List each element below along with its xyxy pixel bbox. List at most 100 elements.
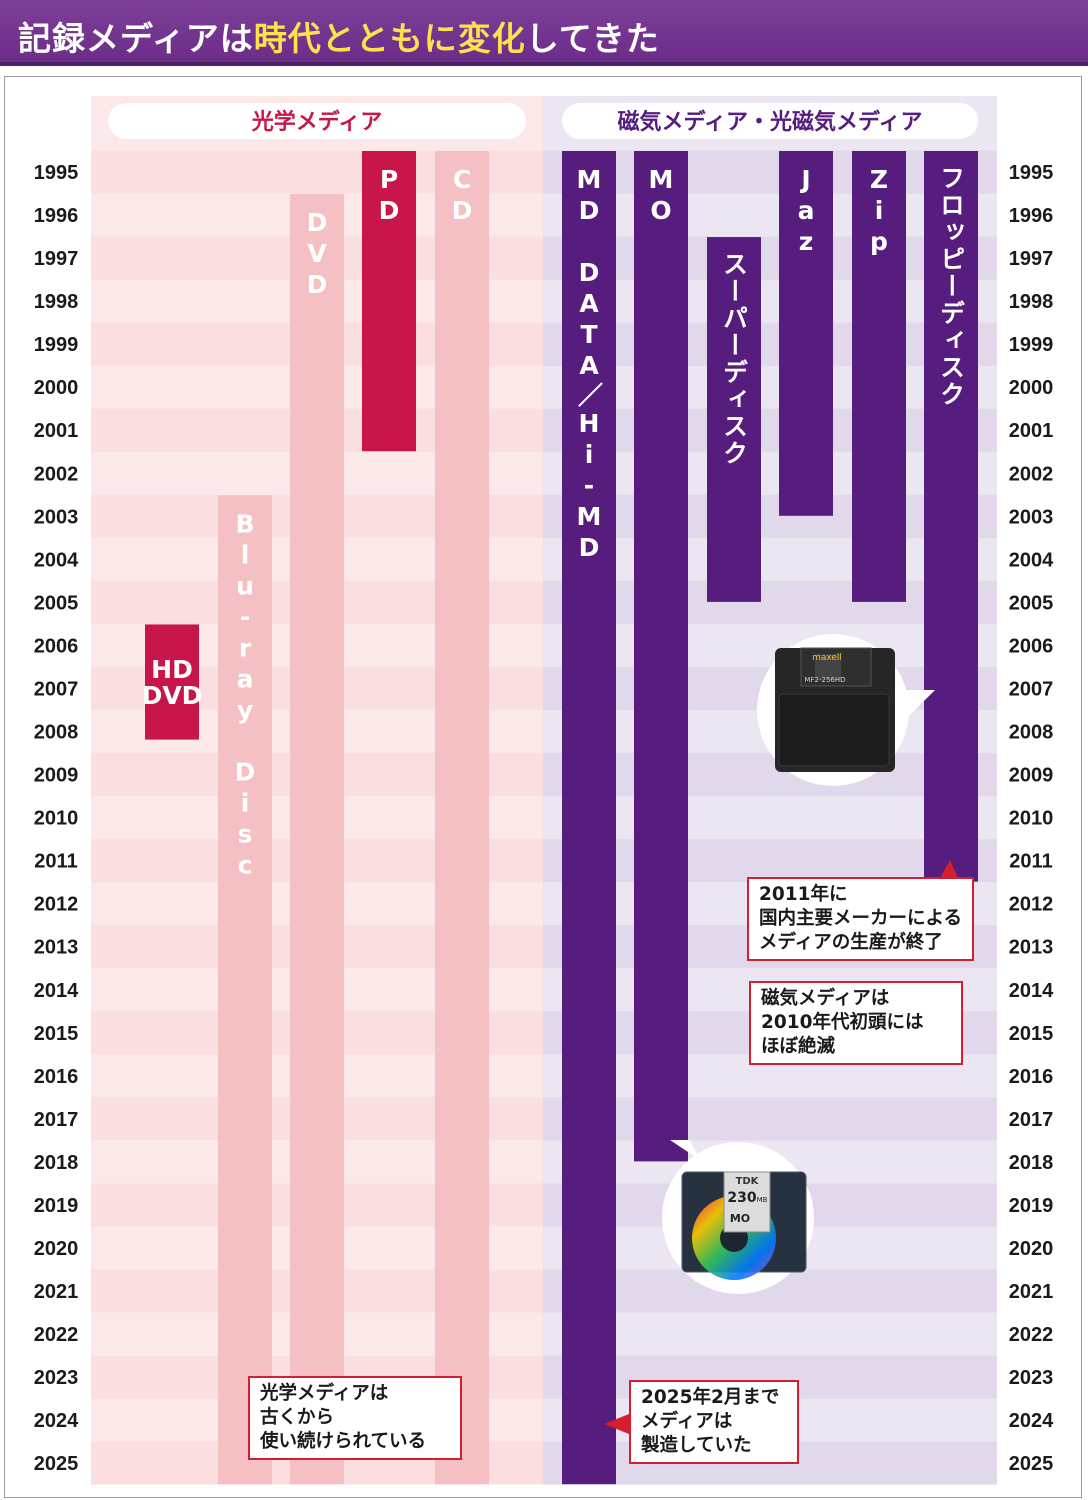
year-tick-right: 2011 (1009, 851, 1052, 873)
year-tick-right: 1998 (1009, 291, 1054, 313)
bar-cd (435, 151, 489, 1485)
bar-label-zip: Zip (865, 165, 894, 258)
callout-magnetic-extinct: 磁気メディアは 2010年代初頭には ほぼ絶滅 (749, 981, 963, 1065)
year-tick-left: 2016 (34, 1066, 79, 1088)
bar-zip (852, 151, 906, 602)
bar-label-media-10: フロッピーディスク (937, 165, 966, 408)
year-tick-right: 2006 (1009, 635, 1054, 657)
year-tick-left: 2017 (34, 1109, 79, 1131)
callout-line: 2025年2月まで (641, 1387, 780, 1408)
magnetic-year-stripe (543, 150, 997, 194)
bar-media-10 (924, 151, 978, 882)
year-tick-left: 1998 (34, 291, 79, 313)
year-tick-right: 2010 (1009, 808, 1054, 830)
year-tick-left: 1997 (34, 248, 79, 270)
year-tick-left: 1996 (34, 205, 79, 227)
year-tick-right: 2003 (1009, 506, 1054, 528)
year-tick-left: 2005 (34, 592, 79, 614)
year-tick-left: 2010 (34, 808, 79, 830)
year-tick-right: 2024 (1009, 1410, 1054, 1432)
magnetic-year-stripe (543, 839, 997, 883)
year-tick-left: 2000 (34, 377, 79, 399)
year-tick-right: 2025 (1009, 1453, 1054, 1475)
bar-label-jaz: Jaz (792, 165, 821, 258)
md-callout-pointer (604, 1414, 629, 1434)
bar-label-pd: PD (375, 165, 404, 227)
bar-jaz (779, 151, 833, 516)
magnetic-year-stripe (543, 408, 997, 452)
year-tick-left: 2023 (34, 1367, 79, 1389)
year-tick-left: 2013 (34, 937, 79, 959)
optical-group-header (108, 103, 526, 139)
year-tick-right: 2012 (1009, 894, 1054, 916)
bar-label-cd: CD (448, 165, 477, 227)
year-tick-left: 2015 (34, 1023, 79, 1045)
bar-media-7 (707, 237, 761, 602)
year-tick-left: 2014 (34, 980, 79, 1002)
year-tick-left: 2019 (34, 1195, 79, 1217)
year-tick-right: 2013 (1009, 937, 1054, 959)
title-bar: 記録メディアは時代とともに変化してきた (0, 0, 1088, 66)
year-tick-right: 2015 (1009, 1023, 1054, 1045)
bar-label-hd-dvd: HD (151, 655, 193, 684)
magnetic-group-label: 磁気メディア・光磁気メディア (618, 109, 923, 135)
year-tick-right: 2019 (1009, 1195, 1054, 1217)
year-tick-right: 2023 (1009, 1367, 1054, 1389)
year-tick-left: 2024 (34, 1410, 79, 1432)
year-tick-right: 2001 (1009, 420, 1054, 442)
title-suffix: してきた (525, 19, 660, 58)
year-tick-right: 2008 (1009, 722, 1054, 744)
mo-media-label: MO (730, 1212, 750, 1225)
year-tick-right: 2002 (1009, 463, 1054, 485)
year-tick-right: 2007 (1009, 678, 1054, 700)
year-tick-left: 2011 (34, 851, 77, 873)
year-tick-right: 1999 (1009, 334, 1054, 356)
callout-optical-long: 光学メディアは 古くから 使い続けられている (248, 1376, 462, 1460)
magnetic-year-stripe (543, 494, 997, 538)
year-tick-right: 1997 (1009, 248, 1054, 270)
year-tick-right: 2009 (1009, 765, 1054, 787)
callout-line: ほぼ絶滅 (761, 1036, 836, 1057)
mo-photo-bubble: TDK 230 MB MO (662, 1142, 814, 1294)
year-tick-right: 2014 (1009, 980, 1054, 1002)
magnetic-group-header (562, 103, 978, 139)
year-tick-left: 1999 (34, 334, 79, 356)
bar-label-md-data-hi-md: MD DATA／Hi-MD (575, 165, 604, 564)
optical-group-label: 光学メディア (251, 109, 382, 135)
callout-md-end: 2025年2月まで メディアは 製造していた (629, 1380, 799, 1464)
bar-label-media-7: スーパーディスク (720, 251, 749, 467)
magnetic-year-stripe (543, 580, 997, 624)
bar-hd-dvd (145, 624, 199, 740)
floppy-brand: maxell (812, 653, 842, 663)
bar-blu-ray-disc (218, 495, 272, 1485)
year-tick-left: 2020 (34, 1238, 79, 1260)
callout-line: 2011年に (759, 884, 848, 905)
magnetic-year-stripe (543, 322, 997, 366)
mo-disk-icon: TDK 230 MB MO (681, 1171, 807, 1280)
mo-bubble-tail (670, 1140, 700, 1160)
year-tick-right: 1996 (1009, 205, 1054, 227)
year-tick-left: 1995 (34, 162, 79, 184)
bar-label-hd-dvd: DVD (142, 681, 203, 710)
year-tick-left: 2004 (34, 549, 79, 571)
mo-capacity: 230 (727, 1190, 756, 1206)
year-tick-left: 2022 (34, 1324, 79, 1346)
floppy-callout-pointer (940, 860, 958, 878)
callout-floppy-end: 2011年に 国内主要メーカーによる メディアの生産が終了 (747, 877, 974, 961)
bar-md-data-hi-md (562, 151, 616, 1485)
bar-label-mo: MO (647, 165, 676, 227)
year-tick-right: 2021 (1009, 1281, 1054, 1303)
bar-pd (362, 151, 416, 452)
year-tick-right: 2018 (1009, 1152, 1054, 1174)
year-tick-left: 2012 (34, 894, 79, 916)
year-tick-left: 2007 (34, 678, 79, 700)
callout-line: 光学メディアは (260, 1383, 389, 1404)
magnetic-year-stripe (543, 236, 997, 280)
callout-line: メディアの生産が終了 (759, 932, 943, 953)
callout-line: メディアは (641, 1411, 733, 1432)
year-tick-left: 2002 (34, 463, 79, 485)
bar-mo (634, 151, 688, 1162)
callout-line: 古くから (260, 1407, 335, 1428)
year-tick-left: 2006 (34, 635, 79, 657)
